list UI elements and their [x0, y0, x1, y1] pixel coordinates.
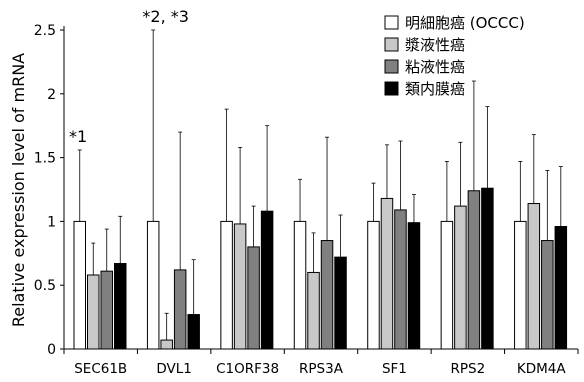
- annotation-label: *2, *3: [142, 7, 189, 26]
- y-axis-label: Relative expression level of mRNA: [9, 53, 28, 327]
- y-tick-label: 2.5: [34, 23, 56, 39]
- error-bars: [77, 29, 563, 341]
- bar: [320, 240, 334, 350]
- category-label: C1ORF38: [216, 361, 279, 377]
- bar: [527, 203, 541, 350]
- bar: [247, 246, 260, 350]
- bar: [467, 190, 481, 350]
- bar: [334, 256, 347, 350]
- legend-label: 明細胞癌 (OCCC): [405, 14, 525, 32]
- annotations: *1 *2, *3: [69, 7, 189, 146]
- legend-swatch: [384, 37, 399, 52]
- bar: [220, 220, 233, 350]
- bar: [367, 220, 380, 350]
- y-tick-label: 1: [47, 214, 56, 230]
- bars: [73, 187, 568, 350]
- bar: [394, 209, 407, 350]
- category-label: SF1: [382, 361, 407, 377]
- bar: [554, 226, 568, 350]
- bar: [541, 240, 554, 350]
- category-label: KDM4A: [517, 361, 566, 377]
- y-tick-label: 2: [47, 87, 56, 103]
- bar: [233, 223, 247, 350]
- category-label: DVL1: [156, 361, 192, 377]
- category-label: RPS2: [451, 361, 486, 377]
- bar: [73, 220, 86, 350]
- bar: [100, 270, 113, 350]
- bar: [454, 205, 467, 350]
- y-tick-label: 0.5: [34, 278, 56, 294]
- bar: [293, 220, 307, 350]
- legend-swatch: [384, 15, 399, 30]
- bar: [407, 222, 421, 350]
- bar: [260, 210, 274, 350]
- bar: [114, 263, 127, 350]
- bar: [307, 271, 320, 350]
- annotation-label: *1: [69, 127, 87, 146]
- bar: [87, 274, 100, 350]
- axes: 0 0.5 1 1.5 2 2.5 SEC61B DVL1 C1ORF38 RPS3A SF1 RPS…: [34, 23, 579, 377]
- legend-label: 粘液性癌: [405, 58, 465, 76]
- bar: [173, 269, 187, 350]
- bar: [514, 220, 527, 350]
- legend-swatch: [384, 59, 399, 74]
- bar: [187, 314, 200, 350]
- y-tick-label: 1.5: [34, 151, 56, 167]
- legend-label: 類内膜癌: [405, 80, 465, 98]
- bar: [481, 187, 494, 350]
- bar: [440, 220, 454, 350]
- bar: [160, 339, 173, 350]
- bar: [380, 197, 394, 350]
- y-tick-label: 0: [47, 342, 56, 358]
- category-label: RPS3A: [299, 361, 344, 377]
- bar: [146, 220, 160, 350]
- legend-swatch: [384, 81, 399, 96]
- category-label: SEC61B: [74, 361, 127, 377]
- legend-label: 漿液性癌: [405, 36, 465, 54]
